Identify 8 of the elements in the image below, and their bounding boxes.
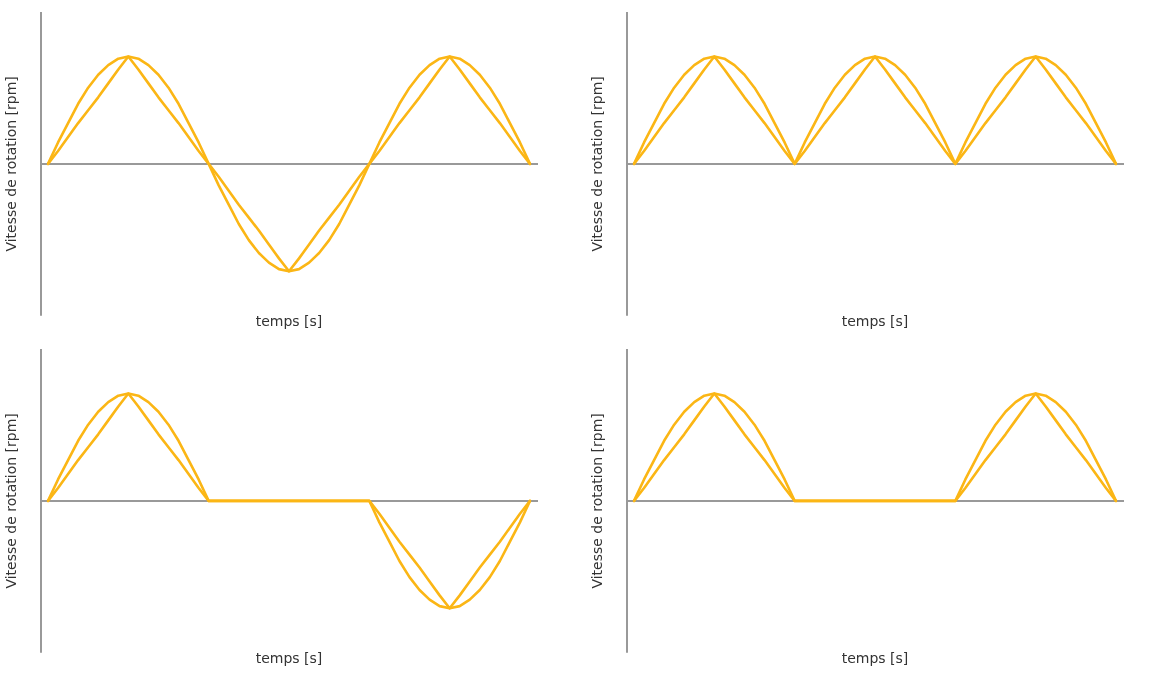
x-axis-title: temps [s] <box>841 313 909 330</box>
y-axis-title: Vitesse de rotation [rpm] <box>3 413 20 589</box>
y-axis-title: Vitesse de rotation [rpm] <box>3 76 20 252</box>
x-axis-title: temps [s] <box>841 650 909 667</box>
y-axis-title: Vitesse de rotation [rpm] <box>589 413 606 589</box>
x-axis-title: temps [s] <box>255 313 323 330</box>
y-axis-title: Vitesse de rotation [rpm] <box>589 76 606 252</box>
x-axis-title: temps [s] <box>255 650 323 667</box>
